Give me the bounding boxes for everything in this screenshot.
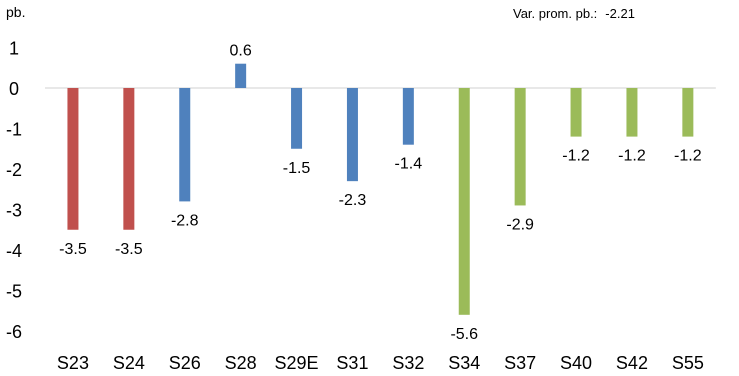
bar-s23 (67, 88, 79, 230)
y-tick-label: -1 (6, 120, 22, 140)
data-label-s29e: -1.5 (283, 160, 311, 177)
data-label-s31: -2.3 (339, 192, 367, 209)
data-label-s40: -1.2 (562, 148, 590, 165)
x-tick-label-s26: S26 (169, 353, 201, 373)
average-variation-label: Var. prom. pb.: (513, 6, 598, 21)
data-label-s28: 0.6 (230, 43, 252, 60)
x-tick-label-s34: S34 (448, 353, 480, 373)
bar-s55 (682, 88, 694, 137)
data-label-s32: -1.4 (395, 156, 423, 173)
data-label-s34: -5.6 (450, 326, 478, 343)
data-label-s26: -2.8 (171, 212, 199, 229)
x-tick-label-s42: S42 (616, 353, 648, 373)
y-tick-label: -3 (6, 201, 22, 221)
bar-s34 (458, 88, 470, 315)
y-tick-label: 0 (9, 79, 19, 99)
x-tick-label-s29e: S29E (275, 353, 319, 373)
data-label-s37: -2.9 (506, 216, 534, 233)
y-tick-label: -6 (6, 322, 22, 342)
x-tick-label-s24: S24 (113, 353, 145, 373)
data-label-s24: -3.5 (115, 241, 143, 258)
x-tick-label-s31: S31 (336, 353, 368, 373)
x-tick-label-s37: S37 (504, 353, 536, 373)
x-tick-label-s40: S40 (560, 353, 592, 373)
bar-s31 (346, 88, 358, 182)
x-tick-label-s23: S23 (57, 353, 89, 373)
average-variation-value: -2.21 (605, 6, 635, 21)
average-variation-note: Var. prom. pb.: -2.21 (513, 6, 635, 21)
x-tick-label-s28: S28 (225, 353, 257, 373)
bar-s40 (570, 88, 582, 137)
y-tick-label: 1 (9, 39, 19, 59)
y-axis-unit-label: pb. (6, 4, 26, 20)
bar-s24 (123, 88, 135, 230)
data-label-s23: -3.5 (59, 241, 87, 258)
x-tick-label-s55: S55 (672, 353, 704, 373)
data-label-s42: -1.2 (618, 148, 646, 165)
y-tick-label: -4 (6, 241, 22, 261)
bar-s28 (235, 63, 247, 88)
y-tick-label: -5 (6, 282, 22, 302)
bar-s37 (514, 88, 526, 206)
x-tick-label-s32: S32 (392, 353, 424, 373)
bar-s29e (291, 88, 303, 149)
bar-s26 (179, 88, 191, 202)
y-tick-label: -2 (6, 160, 22, 180)
data-label-s55: -1.2 (674, 148, 702, 165)
bar-s42 (626, 88, 638, 137)
bar-s32 (402, 88, 414, 145)
